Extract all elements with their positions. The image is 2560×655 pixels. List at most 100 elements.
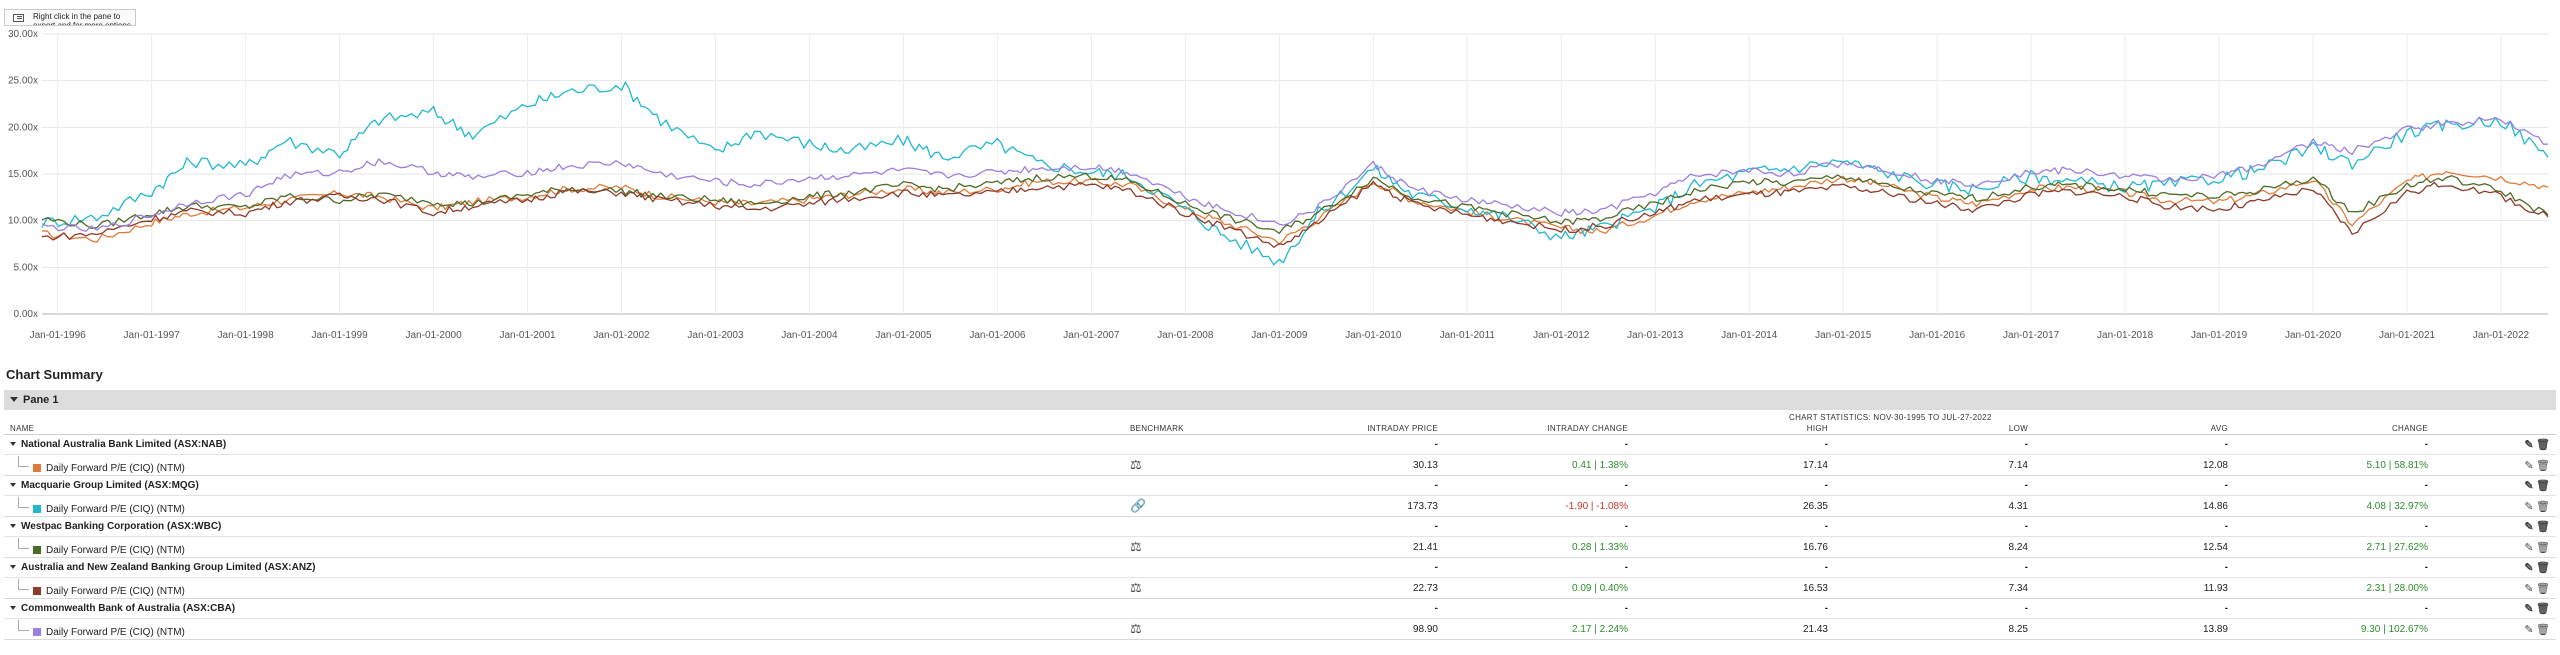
x-tick-label: Jan-01-2015 <box>1815 330 1872 341</box>
x-tick-label: Jan-01-2017 <box>2003 330 2060 341</box>
series-name: Daily Forward P/E (CIQ) (NTM) <box>46 545 185 556</box>
col-low[interactable]: LOW <box>1834 423 2034 435</box>
edit-icon[interactable]: ✎ <box>2524 603 2534 615</box>
low-empty: - <box>1834 434 2034 455</box>
collapse-caret-icon[interactable] <box>10 397 18 402</box>
x-tick-label: Jan-01-2004 <box>781 330 838 341</box>
series-line[interactable] <box>41 81 2549 266</box>
col-intraday-change[interactable]: INTRADAY CHANGE <box>1444 423 1634 435</box>
series-row[interactable]: Daily Forward P/E (CIQ) (NTM) ⚖ 22.73 0.09 … <box>4 577 2557 599</box>
delete-icon[interactable]: 🗑 <box>2536 480 2550 492</box>
intraday-price: 21.41 <box>1284 536 1444 558</box>
edit-icon[interactable]: ✎ <box>2524 459 2534 472</box>
y-tick-label: 5.00x <box>14 262 38 273</box>
collapse-caret-icon[interactable] <box>10 524 16 528</box>
col-benchmark[interactable]: BENCHMARK <box>1124 423 1284 435</box>
delete-icon[interactable]: 🗑 <box>2536 500 2550 513</box>
price-empty: - <box>1284 598 1444 619</box>
delete-icon[interactable]: 🗑 <box>2536 623 2550 636</box>
edit-icon[interactable]: ✎ <box>2524 541 2534 554</box>
delete-icon[interactable]: 🗑 <box>2536 521 2550 533</box>
scale-icon[interactable]: ⚖ <box>1130 539 1142 554</box>
low-value: 8.25 <box>1834 618 2034 640</box>
export-tooltip: Right click in the pane to export and fo… <box>4 9 136 26</box>
change-empty: - <box>2234 557 2434 578</box>
change-value: 5.10 | 58.81% <box>2234 454 2434 476</box>
chart-summary-title: Chart Summary <box>6 367 103 382</box>
intraday-change: -1.90 | -1.08% <box>1444 495 1634 517</box>
series-name: Daily Forward P/E (CIQ) (NTM) <box>46 463 185 474</box>
x-tick-label: Jan-01-2010 <box>1345 330 1402 341</box>
x-tick-label: Jan-01-2020 <box>2285 330 2342 341</box>
tree-connector <box>18 538 29 549</box>
col-change[interactable]: CHANGE <box>2234 423 2434 435</box>
avg-empty: - <box>2034 598 2234 619</box>
series-row[interactable]: Daily Forward P/E (CIQ) (NTM) ⚖ 30.13 0.41 … <box>4 454 2557 476</box>
edit-icon[interactable]: ✎ <box>2524 521 2534 533</box>
edit-icon[interactable]: ✎ <box>2524 480 2534 492</box>
scale-icon[interactable]: ⚖ <box>1130 457 1142 472</box>
change-value: 2.31 | 28.00% <box>2234 577 2434 599</box>
series-line[interactable] <box>41 116 2549 232</box>
company-row[interactable]: Commonwealth Bank of Australia (ASX:CBA)… <box>4 598 2557 619</box>
series-row[interactable]: Daily Forward P/E (CIQ) (NTM) ⚖ 98.90 2.17 … <box>4 618 2557 640</box>
company-row[interactable]: National Australia Bank Limited (ASX:NAB… <box>4 434 2557 455</box>
intraday-change: 0.41 | 1.38% <box>1444 454 1634 476</box>
delete-icon[interactable]: 🗑 <box>2536 541 2550 554</box>
intraday-price: 30.13 <box>1284 454 1444 476</box>
edit-icon[interactable]: ✎ <box>2524 500 2534 513</box>
collapse-caret-icon[interactable] <box>10 442 16 446</box>
series-row[interactable]: Daily Forward P/E (CIQ) (NTM) 🔗 173.73 -1.9… <box>4 495 2557 517</box>
avg-value: 12.54 <box>2034 536 2234 558</box>
line-chart[interactable]: 0.00x 5.00x 10.00x 15.00x 20.00x 25.00x 30.00x… <box>0 0 2560 345</box>
delete-icon[interactable]: 🗑 <box>2536 439 2550 451</box>
series-color-swatch <box>33 505 41 513</box>
series-line[interactable] <box>41 180 2549 248</box>
y-tick-label: 0.00x <box>14 309 38 320</box>
x-tick-label: Jan-01-2003 <box>687 330 744 341</box>
change-value: 9.30 | 102.67% <box>2234 618 2434 640</box>
link-icon[interactable]: 🔗 <box>1130 498 1147 513</box>
y-tick-label: 30.00x <box>8 29 38 40</box>
col-avg[interactable]: AVG <box>2034 423 2234 435</box>
intraday-change: 2.17 | 2.24% <box>1444 618 1634 640</box>
series-line[interactable] <box>41 171 2549 246</box>
pane-header[interactable]: Pane 1 <box>4 390 2556 410</box>
collapse-caret-icon[interactable] <box>10 606 16 610</box>
col-intraday-price[interactable]: INTRADAY PRICE <box>1284 423 1444 435</box>
low-value: 7.34 <box>1834 577 2034 599</box>
scale-icon[interactable]: ⚖ <box>1130 621 1142 636</box>
company-name: Australia and New Zealand Banking Group … <box>21 562 316 573</box>
intraday-empty: - <box>1444 475 1634 496</box>
series-name: Daily Forward P/E (CIQ) (NTM) <box>46 586 185 597</box>
company-name: National Australia Bank Limited (ASX:NAB… <box>21 439 227 450</box>
scale-icon[interactable]: ⚖ <box>1130 580 1142 595</box>
collapse-caret-icon[interactable] <box>10 483 16 487</box>
delete-icon[interactable]: 🗑 <box>2536 603 2550 615</box>
high-value: 16.76 <box>1634 536 1834 558</box>
high-empty: - <box>1634 434 1834 455</box>
change-empty: - <box>2234 598 2434 619</box>
avg-value: 11.93 <box>2034 577 2234 599</box>
edit-icon[interactable]: ✎ <box>2524 582 2534 595</box>
company-name: Westpac Banking Corporation (ASX:WBC) <box>21 521 222 532</box>
company-row[interactable]: Westpac Banking Corporation (ASX:WBC) - - -… <box>4 516 2557 537</box>
series-row[interactable]: Daily Forward P/E (CIQ) (NTM) ⚖ 21.41 0.28 … <box>4 536 2557 558</box>
company-row[interactable]: Macquarie Group Limited (ASX:MQG) - - - - - - ✎… <box>4 475 2557 496</box>
delete-icon[interactable]: 🗑 <box>2536 582 2550 595</box>
delete-icon[interactable]: 🗑 <box>2536 562 2550 574</box>
col-name[interactable]: NAME <box>4 423 1124 435</box>
series-color-swatch <box>33 546 41 554</box>
series-line[interactable] <box>41 172 2549 235</box>
change-empty: - <box>2234 434 2434 455</box>
intraday-change: 0.09 | 0.40% <box>1444 577 1634 599</box>
col-high[interactable]: HIGH <box>1634 423 1834 435</box>
edit-icon[interactable]: ✎ <box>2524 623 2534 636</box>
edit-icon[interactable]: ✎ <box>2524 562 2534 574</box>
company-row[interactable]: Australia and New Zealand Banking Group … <box>4 557 2557 578</box>
edit-icon[interactable]: ✎ <box>2524 439 2534 451</box>
intraday-change: 0.28 | 1.33% <box>1444 536 1634 558</box>
collapse-caret-icon[interactable] <box>10 565 16 569</box>
delete-icon[interactable]: 🗑 <box>2536 459 2550 472</box>
change-empty: - <box>2234 516 2434 537</box>
